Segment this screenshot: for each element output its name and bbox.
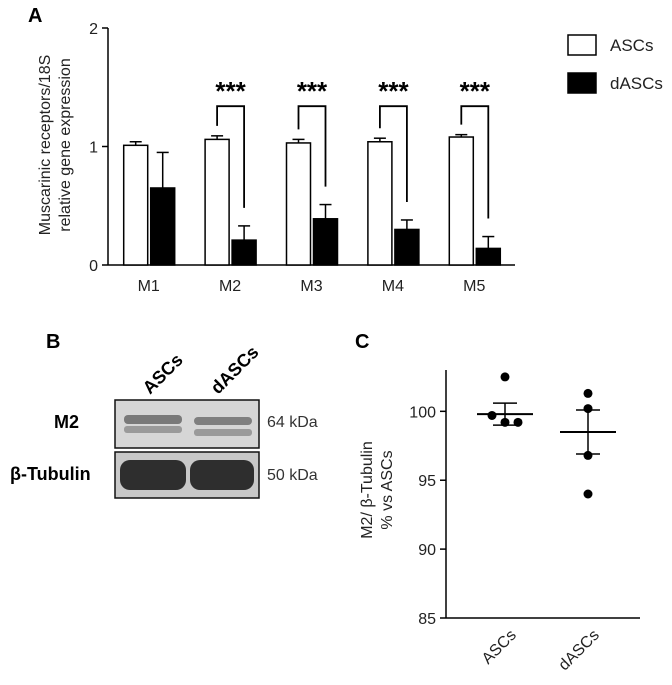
blot-kda-m2: 64 kDa: [267, 414, 318, 431]
chart-a-sig-bracket: [460, 105, 490, 219]
legend-swatch-ascs: [567, 34, 597, 56]
chart-a-bar-dascs-m4: [394, 228, 420, 266]
chart-a-sig-label: ***: [215, 76, 246, 106]
chart-a-xtick-label: M1: [138, 278, 160, 295]
chart-c-point-ascs: [500, 372, 510, 382]
panel-a-letter: A: [28, 5, 42, 27]
chart-c-ylabel-line2: % vs ASCs: [379, 450, 396, 529]
chart-a-xtick-label: M2: [219, 278, 241, 295]
chart-c-ytick-label: 100: [409, 404, 436, 421]
panel-c-letter: C: [355, 331, 369, 353]
chart-a-ytick-label: 2: [89, 21, 98, 38]
chart-a-ytick-label: 1: [89, 140, 98, 157]
blot-band-tubulin-dasc: [190, 460, 254, 490]
chart-a-sig-label: ***: [297, 76, 328, 106]
bar-chart-muscarinic: Muscarinic receptors/18S relative gene e…: [37, 21, 515, 295]
blot-band-m2-asc-upper: [124, 415, 182, 424]
chart-a-bar-ascs-m5: [448, 136, 475, 266]
chart-a-sig-label: ***: [460, 76, 491, 106]
chart-a-legend: ASCs dASCs: [567, 34, 663, 94]
blot-band-m2-dasc-lower: [194, 429, 252, 436]
chart-c-point-ascs: [487, 410, 497, 420]
chart-a-xtick-label: M5: [463, 278, 485, 295]
blot-row-label-tubulin: β-Tubulin: [10, 464, 91, 484]
blot-column-asc: ASCs: [139, 350, 187, 398]
chart-c-point-dascs: [583, 404, 593, 414]
western-blot: ASCs dASCs M2 β-Tubulin 64 kDa 50 kDa: [10, 342, 318, 499]
blot-column-dasc: dASCs: [207, 342, 263, 398]
chart-a-bar-dascs-m3: [312, 218, 339, 266]
chart-c-ytick-label: 95: [418, 473, 436, 490]
chart-a-bar-dascs-m2: [231, 239, 257, 266]
chart-c-point-dascs: [583, 388, 593, 398]
legend-label-dascs: dASCs: [610, 74, 663, 93]
blot-band-tubulin-asc: [120, 460, 186, 490]
legend-label-ascs: ASCs: [610, 36, 653, 55]
chart-a-xtick-label: M4: [382, 278, 404, 295]
chart-a-ytick-label: 0: [89, 258, 98, 275]
chart-c-ytick-label: 90: [418, 542, 436, 559]
chart-a-sig-bracket: [297, 105, 327, 187]
chart-a-sig-bracket: [379, 105, 408, 202]
chart-c-ytick-label: 85: [418, 611, 436, 628]
chart-a-bar-ascs-m2: [204, 138, 230, 266]
chart-a-sig-label: ***: [378, 76, 409, 106]
blot-kda-tubulin: 50 kDa: [267, 467, 318, 484]
chart-a-bar-ascs-m4: [367, 141, 393, 266]
blot-band-m2-dasc-upper: [194, 417, 252, 425]
chart-a-ylabel-line1: Muscarinic receptors/18S: [37, 55, 54, 236]
legend-swatch-dascs: [567, 72, 597, 94]
panel-b-letter: B: [46, 331, 60, 353]
chart-c-point-dascs: [583, 489, 593, 499]
chart-c-point-dascs: [583, 450, 593, 460]
chart-a-bar-ascs-m1: [122, 144, 149, 266]
chart-c-ylabel-line1: M2/ β-Tubulin: [359, 441, 376, 539]
scatter-chart-m2-tubulin: M2/ β-Tubulin % vs ASCs 85 90 95 100 ASCs dAS…: [359, 370, 640, 674]
chart-c-xtick-label: dASCs: [556, 627, 603, 674]
chart-a-ylabel-line2: relative gene expression: [57, 58, 74, 231]
blot-band-m2-asc-lower: [124, 426, 182, 433]
blot-row-label-m2: M2: [54, 412, 79, 432]
chart-a-sig-bracket: [216, 105, 245, 208]
chart-a-bar-dascs-m1: [149, 187, 176, 266]
chart-a-xtick-label: M3: [300, 278, 322, 295]
chart-c-xtick-label: ASCs: [479, 627, 520, 668]
chart-a-bar-ascs-m3: [285, 142, 312, 266]
chart-a-bar-dascs-m5: [475, 247, 502, 266]
